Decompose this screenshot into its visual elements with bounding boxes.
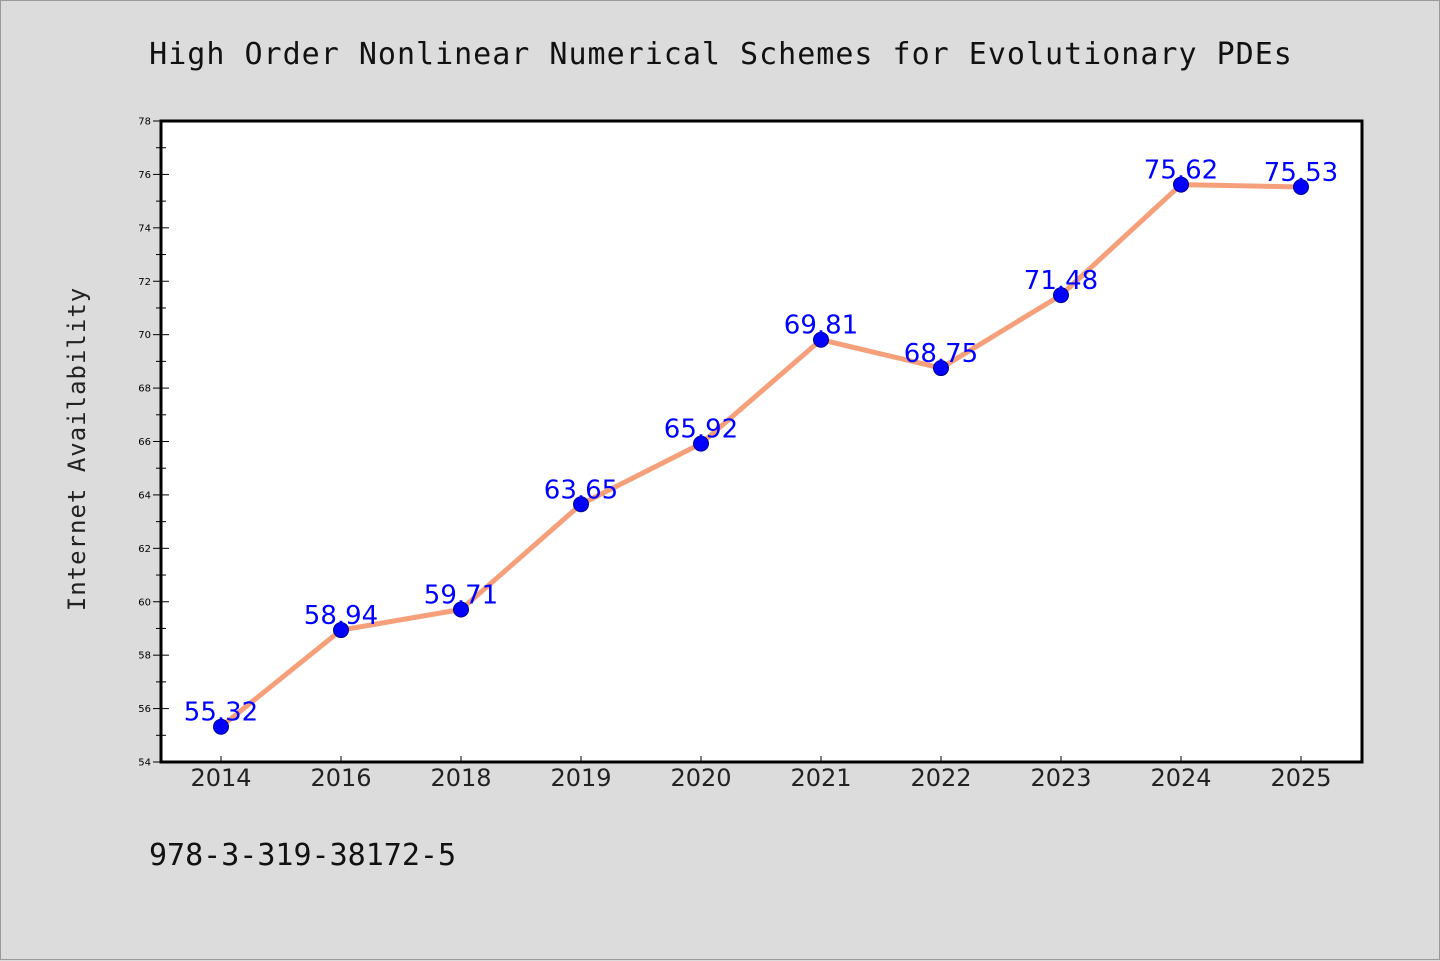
y-tick-label: 72 [138, 277, 151, 288]
data-label: 65.92 [664, 415, 738, 445]
data-label: 68.75 [904, 339, 978, 369]
plot-area [161, 121, 1362, 762]
y-axis-label: Internet Availability [63, 287, 91, 611]
data-point [813, 331, 829, 348]
data-point [573, 496, 589, 513]
series-group [213, 176, 1309, 735]
data-label: 71.48 [1024, 266, 1098, 296]
x-tick-label: 2016 [310, 764, 371, 792]
y-tick-label: 64 [138, 490, 151, 501]
isbn-footer: 978-3-319-38172-5 [149, 838, 456, 873]
x-tick-label: 2025 [1270, 764, 1331, 792]
data-label: 63.65 [544, 475, 618, 505]
plot-border [159, 119, 1364, 764]
data-point [213, 718, 229, 735]
series-line [218, 182, 1304, 730]
y-tick-label: 70 [138, 330, 151, 341]
x-tick-label: 2018 [430, 764, 491, 792]
data-point [933, 360, 949, 377]
data-point [333, 622, 349, 639]
data-label: 59.71 [424, 580, 498, 610]
x-tick-label: 2014 [190, 764, 251, 792]
data-point [1053, 287, 1069, 304]
chart-title: High Order Nonlinear Numerical Schemes f… [149, 37, 1293, 72]
x-tick-label: 2019 [550, 764, 611, 792]
y-tick-label: 54 [138, 758, 151, 769]
x-tick-label: 2022 [910, 764, 971, 792]
data-label: 69.81 [784, 311, 858, 341]
x-tick-label: 2020 [670, 764, 731, 792]
data-point [1293, 178, 1309, 195]
data-point [693, 435, 709, 452]
y-tick-label: 62 [138, 544, 151, 555]
y-tick-label: 58 [138, 651, 151, 662]
data-label: 55.32 [184, 698, 258, 728]
data-label: 75.53 [1264, 158, 1338, 188]
y-tick-label: 66 [138, 437, 151, 448]
y-tick-label: 68 [138, 384, 151, 395]
y-tick-label: 74 [138, 223, 151, 234]
y-tick-label: 78 [138, 117, 151, 128]
x-tick-label: 2023 [1030, 764, 1091, 792]
x-tick-label: 2021 [790, 764, 851, 792]
data-labels: 55.32 58.94 59.71 63.65 65.92 69.81 68.75 71.48… [184, 156, 1338, 728]
data-label: 58.94 [304, 601, 378, 631]
x-axis-ticks: 2014 2016 2018 2019 2020 2021 2022 2023 2024 2025 [190, 756, 1332, 792]
y-tick-label: 76 [138, 170, 151, 181]
data-point [1173, 176, 1189, 193]
x-tick-label: 2024 [1150, 764, 1211, 792]
y-tick-label: 60 [138, 597, 151, 608]
data-label: 75.62 [1144, 156, 1218, 186]
y-tick-label: 56 [138, 704, 151, 715]
data-point [453, 601, 469, 618]
